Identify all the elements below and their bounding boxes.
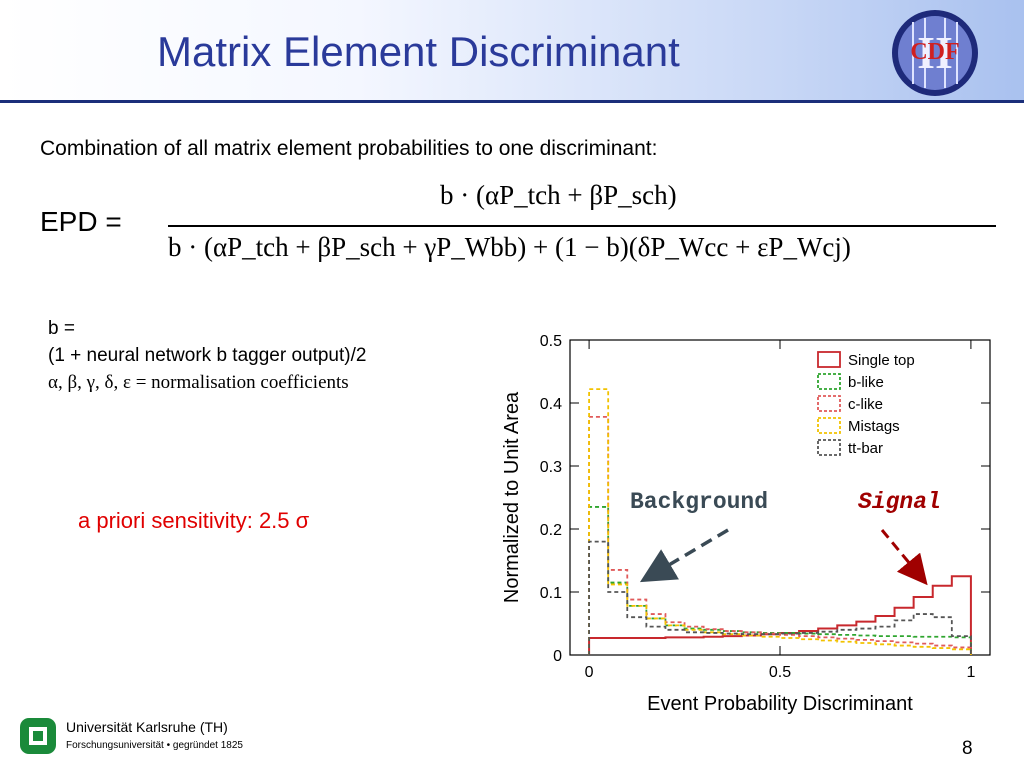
equation-numerator: b · (αP_tch + βP_sch) [440, 180, 677, 210]
b-formula: (1 + neural network b tagger output)/2 [48, 345, 367, 366]
definitions: b = (1 + neural network b tagger output)… [48, 315, 366, 396]
slide-title: Matrix Element Discriminant [157, 28, 680, 75]
x-axis-label: Event Probability Discriminant [647, 693, 913, 715]
y-tick-label: 0 [553, 648, 562, 665]
cdf-logo-numeral: II [917, 27, 953, 78]
title-divider [0, 100, 1024, 103]
y-tick-label: 0.1 [540, 585, 562, 602]
y-tick-label: 0.5 [540, 333, 562, 350]
background-label: Background [630, 489, 769, 515]
x-tick-label: 0.5 [769, 664, 791, 681]
series-mistags [588, 388, 972, 655]
legend-label: Mistags [848, 418, 900, 435]
legend-swatch [817, 351, 841, 368]
page-number: 8 [962, 738, 973, 759]
x-tick-label: 1 [966, 664, 975, 681]
legend-swatch [817, 373, 841, 390]
sensitivity-text: a priori sensitivity: 2.5 σ [78, 508, 310, 533]
x-tick-label: 0 [585, 664, 594, 681]
equation-denominator: b · (αP_tch + βP_sch + γP_Wbb) + (1 − b)… [168, 232, 851, 262]
cdf-logo-icon: II CDF [892, 10, 978, 96]
legend-label: b-like [848, 374, 884, 391]
y-axis-label: Normalized to Unit Area [501, 391, 523, 603]
legend-swatch [817, 417, 841, 434]
title-bar [0, 0, 1024, 101]
legend-label: Single top [848, 352, 915, 369]
equation-lhs: EPD = [40, 206, 122, 237]
legend-label: c-like [848, 396, 883, 413]
legend-swatch [817, 395, 841, 412]
series-b-like [588, 506, 972, 655]
intro-text: Combination of all matrix element probab… [40, 137, 658, 160]
series-single-top [588, 575, 972, 655]
epd-equation: EPD = b · (αP_tch + βP_sch) b · (αP_tch … [40, 180, 1000, 270]
y-tick-label: 0.2 [540, 522, 562, 539]
cdf-logo-text: CDF [910, 39, 959, 65]
plot-frame [569, 339, 991, 656]
series-tt-bar [588, 540, 972, 655]
university-name: Universität Karlsruhe (TH) [66, 719, 228, 735]
legend-swatch [817, 439, 841, 456]
y-tick-label: 0.3 [540, 459, 562, 476]
coefficients-note: α, β, γ, δ, ε = normalisation coefficien… [48, 372, 349, 393]
fraction-bar [168, 225, 996, 227]
series-c-like [588, 415, 972, 655]
b-definition: b = [48, 318, 75, 339]
university-subtitle: Forschungsuniversität • gegründet 1825 [66, 740, 243, 751]
signal-label: Signal [858, 489, 941, 515]
y-tick-label: 0.4 [540, 396, 562, 413]
legend-label: tt-bar [848, 440, 883, 457]
university-logo-icon [20, 718, 56, 754]
epd-histogram: 0 0.1 0.2 0.3 0.4 0.5 0 0.5 1 Event Probability D… [501, 333, 991, 715]
